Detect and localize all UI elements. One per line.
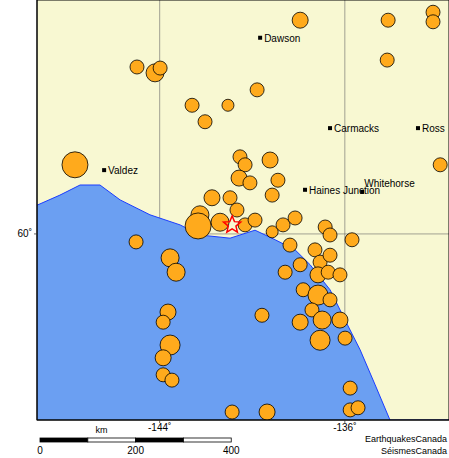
svg-text:Haines Junction: Haines Junction bbox=[309, 184, 381, 196]
svg-text:SéismesCanada: SéismesCanada bbox=[381, 446, 441, 456]
svg-text:Dawson: Dawson bbox=[264, 33, 300, 44]
svg-text:60˚: 60˚ bbox=[18, 228, 32, 239]
svg-text:200: 200 bbox=[127, 445, 144, 456]
svg-text:Whitehorse: Whitehorse bbox=[364, 178, 415, 189]
svg-text:0: 0 bbox=[37, 445, 43, 456]
svg-text:-144˚: -144˚ bbox=[148, 422, 171, 433]
svg-text:Carmacks: Carmacks bbox=[334, 123, 379, 134]
svg-text:Ross: Ross bbox=[422, 123, 441, 134]
svg-text:400: 400 bbox=[223, 445, 240, 456]
svg-text:Valdez: Valdez bbox=[108, 165, 138, 176]
svg-text:km: km bbox=[96, 425, 108, 435]
svg-text:-136˚: -136˚ bbox=[333, 422, 356, 433]
svg-text:EarthquakesCanada: EarthquakesCanada bbox=[365, 434, 441, 444]
